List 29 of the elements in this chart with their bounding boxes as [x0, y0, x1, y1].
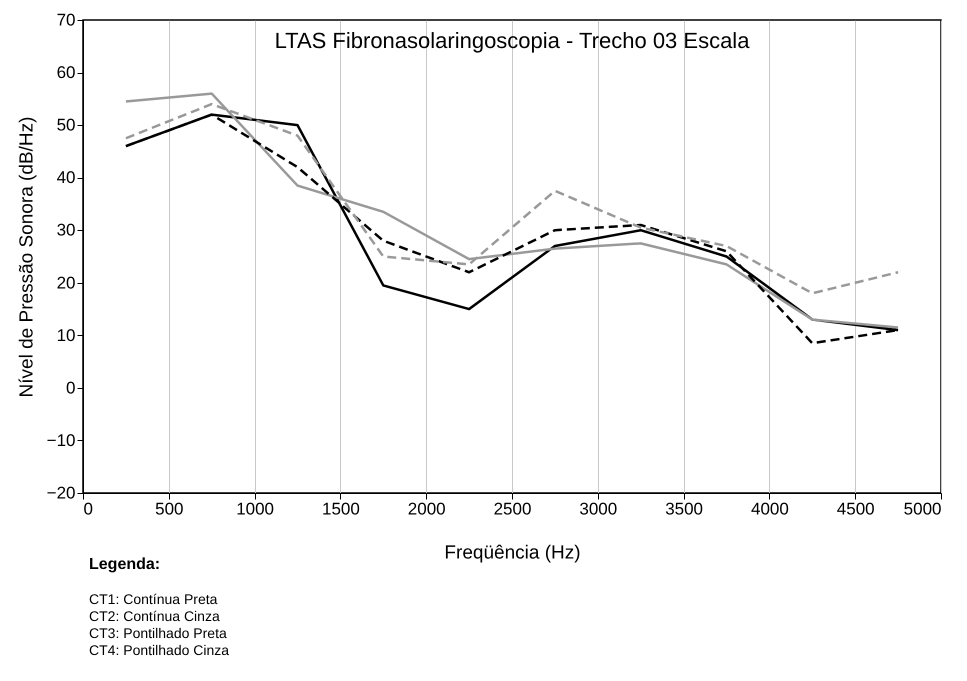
y-tick-label: 20 — [56, 273, 76, 292]
x-tick-label: 3000 — [579, 500, 618, 518]
x-tick-label: 1500 — [322, 500, 360, 518]
y-tick-label: 60 — [56, 63, 76, 82]
x-tick-label: 2000 — [408, 500, 446, 518]
y-tick-label: 40 — [56, 168, 76, 188]
y-tick-label: 70 — [56, 10, 76, 30]
y-tick-label: 30 — [56, 220, 76, 240]
y-tick-label: −10 — [46, 430, 76, 450]
text: CT2: Contínua Cinza — [89, 608, 221, 625]
x-tick-label: 1000 — [236, 500, 274, 518]
text: CT1: Contínua Preta — [89, 591, 218, 608]
y-tick-label: 0 — [66, 378, 76, 398]
text: Legenda: — [89, 556, 162, 573]
chart-title: LTAS Fibronasolaringoscopia - Trecho 03 Escala — [274, 28, 750, 53]
x-tick-label: 4500 — [836, 500, 875, 518]
x-axis-title: Freqüência (Hz) — [444, 542, 581, 564]
x-tick-label: 0 — [84, 500, 93, 518]
x-tick-label: 2500 — [494, 500, 532, 518]
y-tick-label: −20 — [46, 484, 76, 502]
x-tick-label: 4000 — [750, 500, 789, 518]
text: CT4: Pontilhado Cinza — [89, 642, 230, 659]
text: CT3: Pontilhado Preta — [89, 625, 228, 642]
x-tick-label: 3500 — [665, 500, 704, 518]
x-tick-label: 500 — [155, 500, 184, 518]
y-tick-label: 10 — [56, 326, 76, 345]
x-tick-label: 5000 — [904, 500, 942, 518]
y-axis-title: Nível de Pressão Sonora (dB/Hz) — [16, 116, 38, 398]
y-tick-label: 50 — [56, 116, 76, 135]
